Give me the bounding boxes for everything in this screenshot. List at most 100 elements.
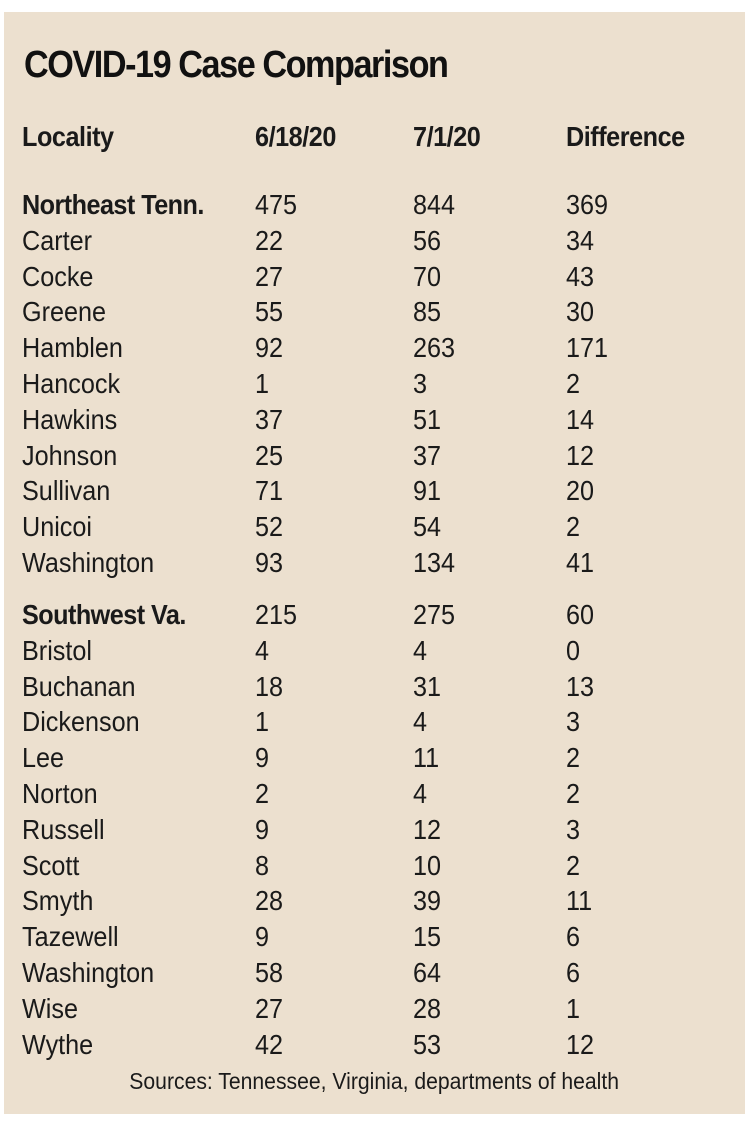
locality-name: Sullivan bbox=[22, 475, 111, 507]
date-2-value: 11 bbox=[413, 742, 440, 774]
table-row: Unicoi 52 54 2 bbox=[4, 510, 745, 544]
locality-name: Buchanan bbox=[22, 670, 136, 702]
date-1-value: 9 bbox=[255, 921, 270, 953]
table-row: Johnson 25 37 12 bbox=[4, 439, 745, 473]
date-2-value: 54 bbox=[413, 511, 442, 543]
table-row: Dickenson 1 4 3 bbox=[4, 705, 745, 739]
date-2-value: 263 bbox=[413, 332, 456, 364]
difference-value: 34 bbox=[566, 224, 595, 256]
group-date-1-value: 475 bbox=[255, 189, 298, 220]
locality-name: Johnson bbox=[22, 439, 118, 471]
table-row: Cocke 27 70 43 bbox=[4, 260, 745, 294]
difference-value: 41 bbox=[566, 547, 595, 578]
header-date-1: 6/18/20 bbox=[255, 121, 336, 152]
difference-value: 1 bbox=[566, 992, 581, 1024]
difference-value: 171 bbox=[566, 332, 609, 364]
difference-value: 13 bbox=[566, 670, 595, 702]
table-row: Washington 58 64 6 bbox=[4, 956, 745, 990]
table-row: Russell 9 12 3 bbox=[4, 813, 745, 847]
date-1-value: 2 bbox=[255, 778, 270, 809]
difference-value: 3 bbox=[566, 813, 581, 845]
date-2-value: 12 bbox=[413, 813, 442, 845]
date-1-value: 42 bbox=[255, 1028, 284, 1060]
date-1-value: 9 bbox=[255, 813, 270, 845]
locality-name: Wythe bbox=[22, 1028, 94, 1060]
date-1-value: 1 bbox=[255, 706, 270, 738]
date-2-value: 56 bbox=[413, 224, 442, 256]
difference-value: 6 bbox=[566, 957, 581, 988]
date-2-value: 91 bbox=[413, 475, 442, 507]
date-1-value: 37 bbox=[255, 403, 284, 435]
date-1-value: 58 bbox=[255, 957, 284, 988]
header-date-2: 7/1/20 bbox=[413, 121, 481, 152]
date-2-value: 4 bbox=[413, 634, 428, 666]
table-row: Carter 22 56 34 bbox=[4, 224, 745, 258]
locality-name: Hamblen bbox=[22, 332, 123, 364]
sources-note: Sources: Tennessee, Virginia, department… bbox=[4, 1067, 745, 1095]
group-difference-value: 369 bbox=[566, 189, 609, 220]
difference-value: 20 bbox=[566, 475, 595, 507]
date-2-value: 4 bbox=[413, 778, 428, 809]
difference-value: 6 bbox=[566, 921, 581, 953]
date-2-value: 53 bbox=[413, 1028, 442, 1060]
table-row: Hawkins 37 51 14 bbox=[4, 403, 745, 437]
header-difference: Difference bbox=[566, 121, 685, 152]
locality-name: Norton bbox=[22, 778, 98, 809]
date-1-value: 8 bbox=[255, 849, 270, 881]
locality-name: Tazewell bbox=[22, 921, 119, 953]
date-2-value: 70 bbox=[413, 260, 442, 292]
date-2-value: 31 bbox=[413, 670, 442, 702]
locality-name: Cocke bbox=[22, 260, 94, 292]
date-1-value: 27 bbox=[255, 992, 284, 1024]
table-row: Scott 8 10 2 bbox=[4, 849, 745, 883]
locality-name: Washington bbox=[22, 957, 155, 988]
table-row: Sullivan 71 91 20 bbox=[4, 474, 745, 508]
table-row: Norton 2 4 2 bbox=[4, 777, 745, 811]
difference-value: 2 bbox=[566, 511, 581, 543]
group-row: Northeast Tenn. 475 844 369 bbox=[4, 188, 745, 222]
group-date-1-value: 215 bbox=[255, 599, 298, 630]
locality-name: Bristol bbox=[22, 634, 93, 666]
group-date-2-value: 275 bbox=[413, 599, 456, 630]
locality-name: Smyth bbox=[22, 885, 94, 917]
date-2-value: 3 bbox=[413, 368, 428, 399]
table-row: Greene 55 85 30 bbox=[4, 295, 745, 329]
table-row: Hamblen 92 263 171 bbox=[4, 331, 745, 365]
difference-value: 2 bbox=[566, 742, 581, 774]
sources-text: Sources: Tennessee, Virginia, department… bbox=[129, 1068, 620, 1094]
date-1-value: 18 bbox=[255, 670, 284, 702]
difference-value: 12 bbox=[566, 1028, 595, 1060]
group-row: Southwest Va. 215 275 60 bbox=[4, 598, 745, 632]
group-date-2-value: 844 bbox=[413, 189, 456, 220]
date-2-value: 85 bbox=[413, 296, 442, 328]
group-difference-value: 60 bbox=[566, 599, 595, 630]
table-row: Wythe 42 53 12 bbox=[4, 1028, 745, 1062]
table-header-row: Locality 6/18/20 7/1/20 Difference bbox=[4, 120, 745, 156]
locality-name: Wise bbox=[22, 992, 79, 1024]
table-row: Washington 93 134 41 bbox=[4, 546, 745, 580]
locality-name: Lee bbox=[22, 742, 65, 774]
date-1-value: 71 bbox=[255, 475, 284, 507]
difference-value: 30 bbox=[566, 296, 595, 328]
group-name: Southwest Va. bbox=[22, 599, 186, 630]
table-row: Bristol 4 4 0 bbox=[4, 634, 745, 668]
difference-value: 2 bbox=[566, 778, 581, 809]
page-title: COVID-19 Case Comparison bbox=[24, 44, 449, 86]
date-1-value: 52 bbox=[255, 511, 284, 543]
locality-name: Carter bbox=[22, 224, 93, 256]
locality-name: Hawkins bbox=[22, 403, 118, 435]
date-1-value: 4 bbox=[255, 634, 270, 666]
date-2-value: 39 bbox=[413, 885, 442, 917]
date-2-value: 10 bbox=[413, 849, 442, 881]
locality-name: Unicoi bbox=[22, 511, 93, 543]
date-1-value: 1 bbox=[255, 368, 270, 399]
table-row: Lee 9 11 2 bbox=[4, 741, 745, 775]
difference-value: 2 bbox=[566, 368, 581, 399]
locality-name: Dickenson bbox=[22, 706, 140, 738]
table-row: Buchanan 18 31 13 bbox=[4, 670, 745, 704]
date-1-value: 93 bbox=[255, 547, 284, 578]
difference-value: 11 bbox=[566, 885, 593, 917]
date-1-value: 55 bbox=[255, 296, 284, 328]
difference-value: 2 bbox=[566, 849, 581, 881]
date-1-value: 28 bbox=[255, 885, 284, 917]
